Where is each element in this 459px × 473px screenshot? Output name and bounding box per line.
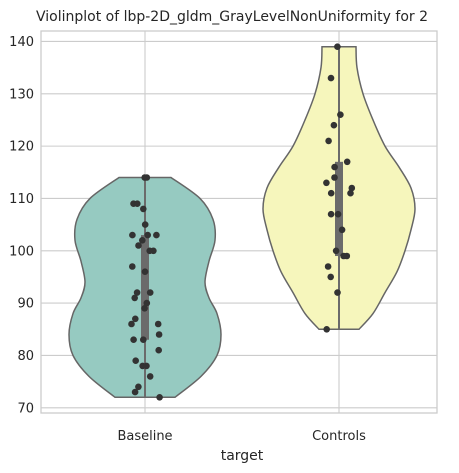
point-controls-17 (340, 252, 347, 260)
y-tick-label-140: 140 (9, 35, 34, 50)
point-baseline-7 (153, 231, 160, 239)
y-tick-label-120: 120 (9, 140, 34, 155)
point-baseline-23 (155, 331, 163, 338)
point-baseline-27 (132, 357, 139, 365)
point-baseline-18 (143, 299, 151, 307)
y-tick-labels: 70 80 90 100 110 120 130 140 (9, 35, 34, 416)
point-baseline-19 (141, 305, 148, 312)
x-tick-labels: Baseline Controls (117, 429, 366, 444)
point-controls-1 (327, 74, 335, 82)
point-baseline-14 (141, 268, 149, 276)
x-tick-label-controls: Controls (312, 429, 366, 444)
point-baseline-26 (155, 346, 162, 354)
point-baseline-6 (129, 231, 136, 239)
point-baseline-8 (144, 231, 151, 239)
point-controls-3 (330, 121, 338, 129)
point-controls-9 (348, 184, 356, 192)
point-controls-15 (332, 247, 340, 255)
point-controls-12 (334, 210, 342, 218)
plot-frame (40, 30, 438, 414)
point-baseline-25 (140, 336, 147, 344)
violins (68, 45, 416, 399)
y-tick-label-90: 90 (17, 297, 34, 312)
point-baseline-13 (129, 263, 136, 270)
point-baseline-9 (139, 237, 146, 244)
y-tick-label-130: 130 (9, 87, 34, 102)
point-baseline-31 (135, 383, 142, 391)
point-baseline-16 (146, 289, 154, 296)
point-controls-14 (338, 226, 346, 234)
point-baseline-30 (146, 373, 154, 380)
point-baseline-5 (141, 221, 149, 228)
point-baseline-4 (140, 205, 147, 213)
y-tick-label-100: 100 (9, 244, 34, 259)
point-controls-20 (334, 289, 341, 296)
chart-title: Violinplot of lbp-2D_gldm_GrayLevelNonUn… (36, 9, 428, 25)
point-baseline-20 (132, 315, 139, 323)
iqr-box-baseline (141, 235, 149, 340)
point-baseline-1 (143, 174, 151, 181)
x-tick-label-baseline: Baseline (117, 429, 172, 444)
point-baseline-21 (128, 320, 135, 328)
point-baseline-24 (130, 336, 137, 344)
point-baseline-3 (134, 200, 141, 207)
point-controls-5 (343, 158, 351, 166)
point-controls-19 (327, 273, 335, 281)
point-baseline-17 (131, 294, 138, 302)
point-controls-2 (337, 111, 344, 118)
point-baseline-15 (133, 289, 141, 296)
point-controls-13 (327, 210, 335, 218)
y-tick-label-110: 110 (9, 192, 34, 207)
inner-boxes (141, 46, 343, 398)
y-tick-label-80: 80 (17, 349, 34, 364)
point-controls-0 (334, 43, 341, 50)
point-baseline-10 (135, 242, 142, 249)
point-baseline-22 (154, 320, 162, 328)
point-baseline-32 (131, 388, 139, 396)
point-controls-6 (331, 163, 338, 171)
point-controls-7 (331, 174, 338, 181)
y-tick-label-70: 70 (17, 401, 34, 416)
iqr-box-controls (335, 161, 343, 257)
point-baseline-12 (146, 247, 153, 255)
point-controls-8 (323, 179, 330, 187)
point-baseline-33 (156, 394, 163, 401)
point-controls-18 (324, 263, 332, 270)
point-controls-21 (323, 326, 331, 333)
point-baseline-29 (143, 362, 150, 370)
point-controls-10 (327, 189, 335, 197)
point-controls-11 (347, 189, 354, 197)
x-axis-label: target (221, 448, 264, 464)
point-controls-4 (325, 137, 332, 145)
strip-points (128, 43, 356, 401)
